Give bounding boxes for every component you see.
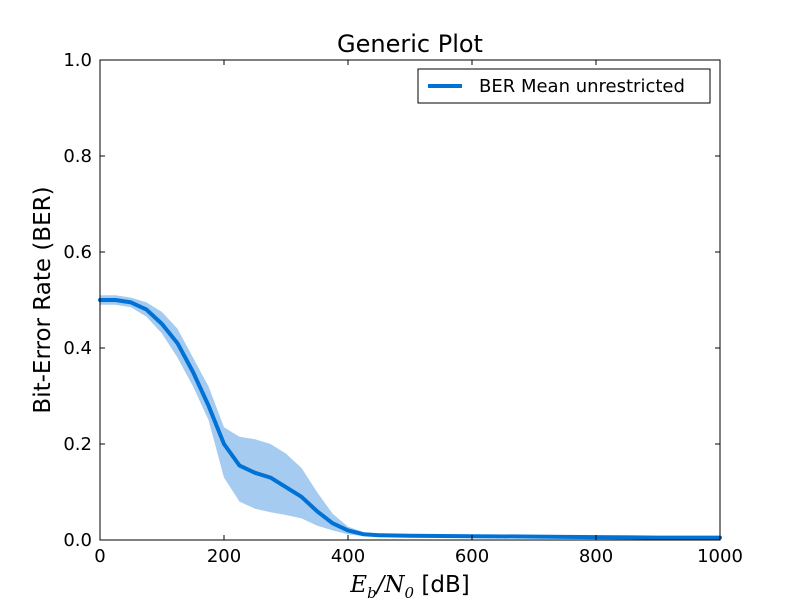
x-tick-label: 1000: [697, 546, 743, 567]
x-axis-ticks: 0 200 400 600 800 1000: [94, 60, 743, 567]
x-axis-title-unit: [dB]: [414, 572, 470, 598]
y-tick-label: 0.4: [63, 338, 92, 359]
x-axis-title-math-sub-b: b: [367, 584, 377, 600]
y-tick-label: 0.0: [63, 530, 92, 551]
y-tick-label: 0.8: [63, 146, 92, 167]
y-axis-ticks: 0.0 0.2 0.4 0.6 0.8 1.0: [63, 50, 720, 551]
plot-frame: [99, 59, 721, 541]
y-axis-title: Bit-Error Rate (BER): [30, 186, 56, 413]
legend-box: [417, 68, 711, 104]
confidence-band-layer: [100, 295, 720, 539]
x-axis-title-math-slash: /: [375, 572, 387, 598]
x-tick-label: 600: [455, 546, 489, 567]
x-axis-title-math-n: N: [383, 572, 405, 598]
x-tick-label: 200: [207, 546, 241, 567]
x-tick-label: 800: [579, 546, 613, 567]
y-tick-label: 0.2: [63, 434, 92, 455]
x-axis-title-math-e: E: [349, 572, 367, 598]
legend: BER Mean unrestricted: [417, 68, 711, 104]
y-tick-label: 1.0: [63, 50, 92, 71]
legend-label: BER Mean unrestricted: [479, 76, 685, 97]
x-tick-label: 400: [331, 546, 365, 567]
confidence-band: [100, 295, 720, 539]
chart-title: Generic Plot: [337, 30, 483, 58]
x-tick-label: 0: [94, 546, 105, 567]
y-tick-label: 0.6: [63, 242, 92, 263]
x-axis-title: Eb/N0 [dB]: [349, 572, 469, 600]
x-axis-title-math-sub-0: 0: [405, 584, 415, 600]
